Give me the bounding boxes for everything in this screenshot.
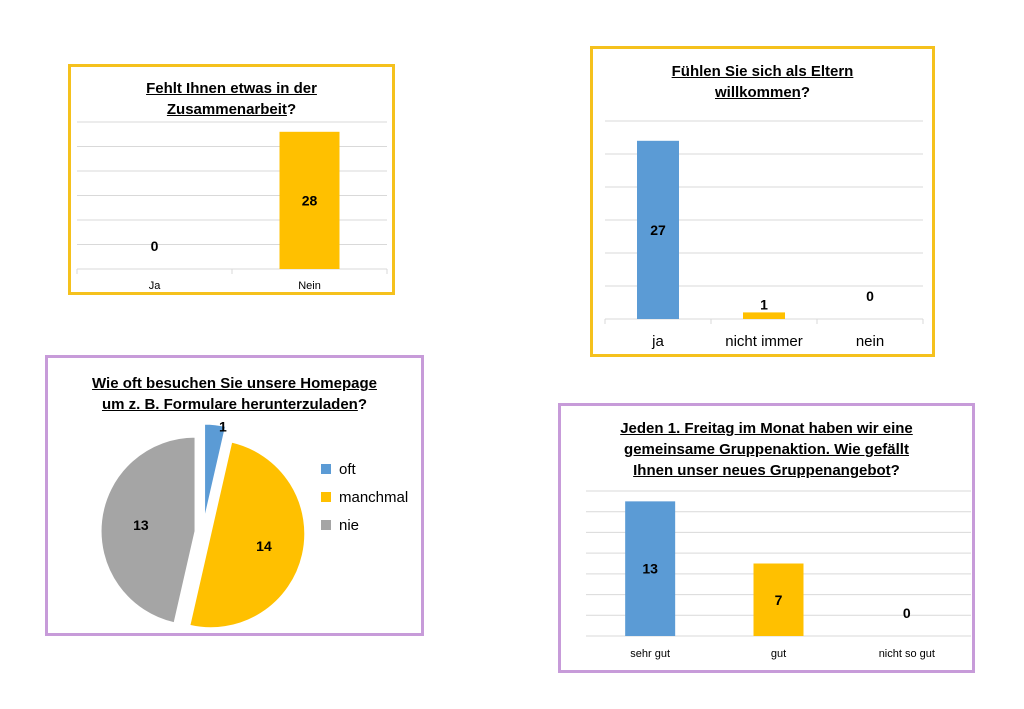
data-label: 7	[775, 592, 783, 608]
data-label: 0	[866, 288, 874, 304]
category-label: gut	[771, 648, 786, 660]
legend-item-manchmal: manchmal	[321, 483, 408, 511]
chart-panel-willkommen: Fühlen Sie sich als Eltern willkommen? 2…	[590, 46, 935, 357]
legend-swatch	[321, 464, 331, 474]
bar	[625, 501, 676, 636]
category-label: Ja	[149, 280, 162, 292]
pie-slice	[189, 441, 306, 629]
data-label: 13	[642, 561, 658, 577]
data-label: 14	[256, 538, 272, 554]
legend-swatch	[321, 492, 331, 502]
chart-title: Fühlen Sie sich als Eltern willkommen?	[671, 63, 854, 101]
category-label: nein	[856, 333, 884, 350]
chart-panel-fehlt-ihnen-etwas: Fehlt Ihnen etwas in der Zusammenarbeit?…	[68, 64, 395, 295]
chart-title: Fehlt Ihnen etwas in der Zusammenarbeit?	[146, 80, 317, 118]
pie-chart: 1 14 13	[100, 419, 306, 629]
bar-chart: 13 sehr gut 7 gut 0 nicht so gut	[586, 490, 971, 660]
bar	[753, 563, 804, 636]
legend-item-oft: oft	[321, 455, 408, 483]
category-label: nicht immer	[725, 333, 803, 350]
chart-legend: oft manchmal nie	[321, 455, 408, 539]
bar	[279, 131, 340, 269]
category-label: nicht so gut	[879, 648, 935, 660]
category-label: ja	[651, 333, 664, 350]
data-label: 1	[219, 419, 227, 435]
category-label: sehr gut	[630, 648, 670, 660]
legend-swatch	[321, 520, 331, 530]
data-label: 0	[151, 238, 159, 254]
chart-title: Jeden 1. Freitag im Monat haben wir eine…	[620, 420, 913, 479]
pie-slice	[100, 436, 196, 624]
category-label: Nein	[298, 280, 321, 292]
chart-title: Wie oft besuchen Sie unsere Homepage um …	[92, 375, 377, 413]
data-label: 27	[650, 222, 666, 238]
data-label: 1	[760, 296, 768, 312]
bar	[743, 312, 785, 319]
legend-label: nie	[339, 516, 360, 534]
bar-chart: 27 ja 1 nicht immer 0 nein	[604, 120, 924, 350]
legend-label: oft	[339, 460, 356, 478]
data-label: 0	[903, 605, 911, 621]
data-label: 13	[133, 517, 149, 533]
chart-panel-gruppenangebot: Jeden 1. Freitag im Monat haben wir eine…	[558, 403, 975, 673]
chart-panel-homepage: Wie oft besuchen Sie unsere Homepage um …	[45, 355, 424, 636]
pie-slice	[204, 423, 227, 519]
data-label: 28	[302, 192, 318, 208]
legend-item-nie: nie	[321, 511, 408, 539]
bar	[637, 140, 679, 319]
legend-label: manchmal	[339, 488, 409, 506]
bar-chart: 0 Ja 28 Nein	[76, 121, 388, 292]
